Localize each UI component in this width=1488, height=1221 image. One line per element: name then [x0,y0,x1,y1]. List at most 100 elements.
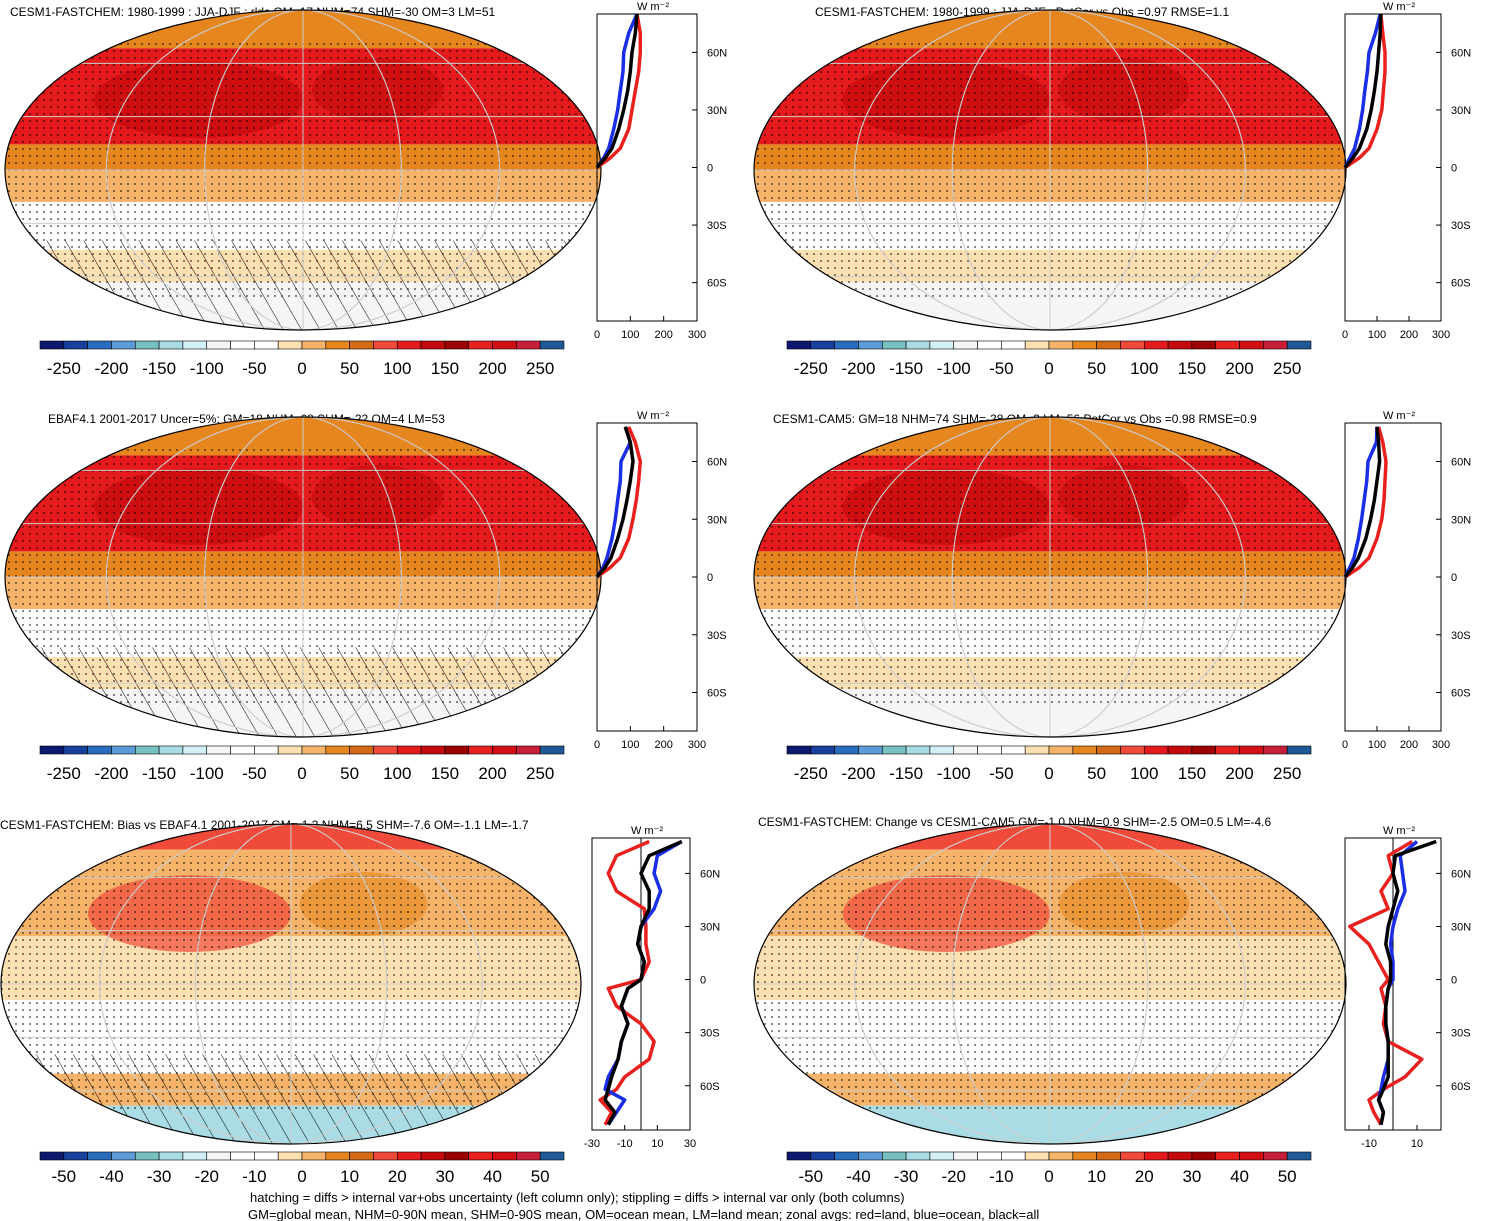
colorbar-label: -150 [889,359,923,378]
y-tick-label: 60N [707,457,727,469]
ocean-zonal-line [603,839,683,1126]
colorbar-box [301,745,327,755]
colorbar-label: 0 [297,359,306,378]
colorbar-label: -20 [941,1167,966,1186]
colorbar-box [810,340,835,350]
colorbar-box [1001,1151,1026,1161]
colorbar-box [230,340,255,350]
colorbar-box [39,745,65,755]
colorbar-label: 200 [1225,359,1253,378]
y-tick-label: 30N [707,514,727,526]
colorbar-box [1239,1151,1264,1161]
panel-1: CESM1-FASTCHEM: 1980-1999 : JJA-DJF : rl… [4,1,727,378]
colorbar-box [881,1151,907,1161]
colorbar-box [420,1151,446,1161]
colorbar-label: 100 [1130,764,1158,783]
colorbar-box [444,745,470,755]
colorbar-label: -50 [989,764,1014,783]
colorbar-box [1143,745,1169,755]
all-zonal-line [1343,426,1382,579]
zonal-unit: W m⁻² [1383,1,1415,13]
colorbar-box [1072,745,1097,755]
colorbar-box [444,1151,470,1161]
colorbar-label: 10 [1087,1167,1106,1186]
zonal-unit: W m⁻² [1383,825,1415,837]
colorbar-box [858,340,883,350]
x-tick-label: 100 [1368,329,1386,341]
colorbar-box [373,340,398,350]
y-tick-label: 0 [1451,975,1457,987]
colorbar-box [420,340,446,350]
colorbar-label: -200 [841,359,875,378]
colorbar-label: 50 [340,764,359,783]
colorbar-label: 100 [1130,359,1158,378]
ocean-zonal-line [1343,13,1382,169]
colorbar-label: -200 [94,359,128,378]
panel-5: CESM1-FASTCHEM: Bias vs EBAF4.1 2001-201… [0,818,720,1186]
colorbar-label: 0 [297,1167,306,1186]
colorbar-box [1239,745,1264,755]
zonal-plot: W m⁻² 60N 30N 0 30S 60S 0 100 200 300 [1342,410,1471,751]
colorbar-box [63,1151,88,1161]
colorbar-box [182,1151,208,1161]
colorbar-box [786,1151,812,1161]
land-zonal-line [598,839,656,1126]
x-tick-label: 0 [1342,329,1348,341]
colorbar-label: 20 [1135,1167,1154,1186]
colorbar: -250 -200 -150 -100 -50 0 50 100 150 200 250 [786,745,1312,783]
zonal-frame [1344,422,1442,732]
graticule-line [99,824,483,1144]
map [754,824,1346,1144]
colorbar-label: 150 [431,764,459,783]
footer-line-1: hatching = diffs > internal var+obs unce… [250,1190,905,1205]
colorbar-box [158,340,184,350]
colorbar: -250 -200 -150 -100 -50 0 50 100 150 200 250 [39,340,565,378]
colorbar-label: -30 [894,1167,919,1186]
colorbar-label: 30 [435,1167,454,1186]
colorbar-label: -50 [242,764,267,783]
colorbar-box [349,340,374,350]
colorbar-box [1120,340,1145,350]
y-tick-label: 60S [1451,1081,1471,1093]
colorbar-label: 0 [1044,359,1053,378]
colorbar-label: 30 [1182,1167,1201,1186]
colorbar-label: 0 [297,764,306,783]
colorbar-box [1286,1151,1312,1161]
x-tick-label: 200 [1400,739,1418,751]
colorbar-box [158,1151,184,1161]
all-zonal-line [1376,839,1437,1126]
map-border [753,823,1347,1145]
colorbar-box [1286,745,1312,755]
x-tick-label: 100 [1368,739,1386,751]
y-tick-label: 60S [700,1081,720,1093]
y-tick-label: 60N [707,47,727,59]
y-tick-label: 60N [1451,868,1471,880]
colorbar-box [111,340,136,350]
colorbar-label: -150 [142,359,176,378]
graticule-line [854,10,1246,330]
colorbar-box [539,1151,565,1161]
colorbar-box [111,1151,136,1161]
colorbar-box [1001,340,1026,350]
colorbar-box [468,340,493,350]
x-tick-label: 300 [688,739,706,751]
colorbar-box [1072,340,1097,350]
colorbar-label: -50 [799,1167,824,1186]
colorbar-box [63,340,88,350]
colorbar-box [953,745,978,755]
y-tick-label: 60N [1451,457,1471,469]
colorbar-box [1191,745,1217,755]
colorbar-label: 0 [1044,764,1053,783]
colorbar-box [977,340,1002,350]
colorbar-box [905,745,931,755]
colorbar-box [786,745,812,755]
colorbar-box [1048,1151,1074,1161]
colorbar: -50 -40 -30 -20 -10 0 10 20 30 40 50 [39,1151,565,1186]
land-zonal-line [1344,13,1387,169]
colorbar-box [254,340,279,350]
x-tick-label: 200 [654,329,672,341]
graticule-line [854,824,1246,1144]
colorbar-box [325,1151,350,1161]
colorbar-box [87,340,112,350]
colorbar-box [953,340,978,350]
